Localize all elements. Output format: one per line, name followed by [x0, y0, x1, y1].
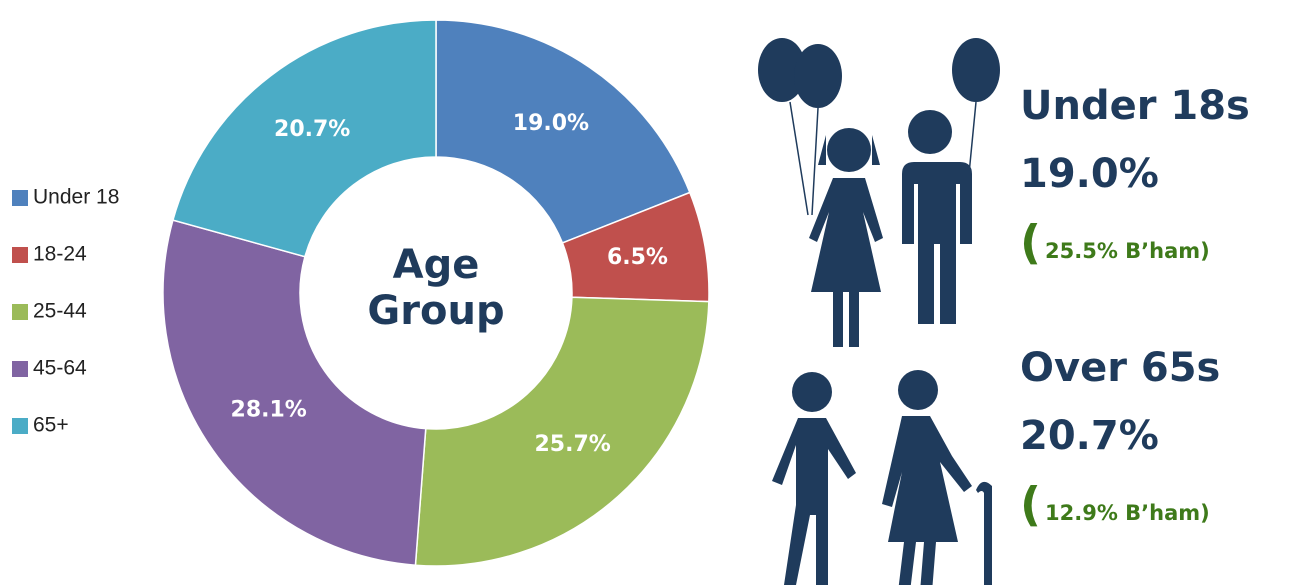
- legend-label: 65+: [33, 414, 69, 437]
- legend-label: 18-24: [33, 243, 87, 266]
- data-label: 19.0%: [513, 111, 589, 136]
- legend-swatch: [12, 361, 28, 377]
- donut-slice: [171, 19, 437, 258]
- center-label: Group: [367, 288, 504, 334]
- legend-label: 25-44: [33, 300, 87, 323]
- donut-slice: [414, 296, 710, 567]
- donut-slice: [435, 19, 691, 244]
- highlight-bracket: (: [1020, 216, 1041, 270]
- legend-swatch: [12, 418, 28, 434]
- data-label: 6.5%: [607, 245, 668, 270]
- highlight-comparison: 25.5% B’ham): [1045, 239, 1210, 263]
- highlight-value: 20.7%: [1020, 413, 1159, 459]
- data-label: 28.1%: [231, 398, 307, 423]
- center-label: Age: [393, 242, 480, 288]
- legend-label: 45-64: [33, 357, 87, 380]
- highlight-title: Under 18s: [1020, 83, 1250, 129]
- legend-swatch: [12, 304, 28, 320]
- highlight-value: 19.0%: [1020, 151, 1159, 197]
- donut-slice: [162, 219, 427, 567]
- highlight-title: Over 65s: [1020, 345, 1220, 391]
- legend-label: Under 18: [33, 186, 119, 209]
- data-label: 20.7%: [274, 117, 350, 142]
- highlight-bracket: (: [1020, 478, 1041, 532]
- seniors-icon: [772, 370, 992, 585]
- highlight-comparison: 12.9% B’ham): [1045, 501, 1210, 525]
- data-label: 25.7%: [535, 432, 611, 457]
- legend-swatch: [12, 247, 28, 263]
- children-icon: [758, 38, 1000, 347]
- legend-swatch: [12, 190, 28, 206]
